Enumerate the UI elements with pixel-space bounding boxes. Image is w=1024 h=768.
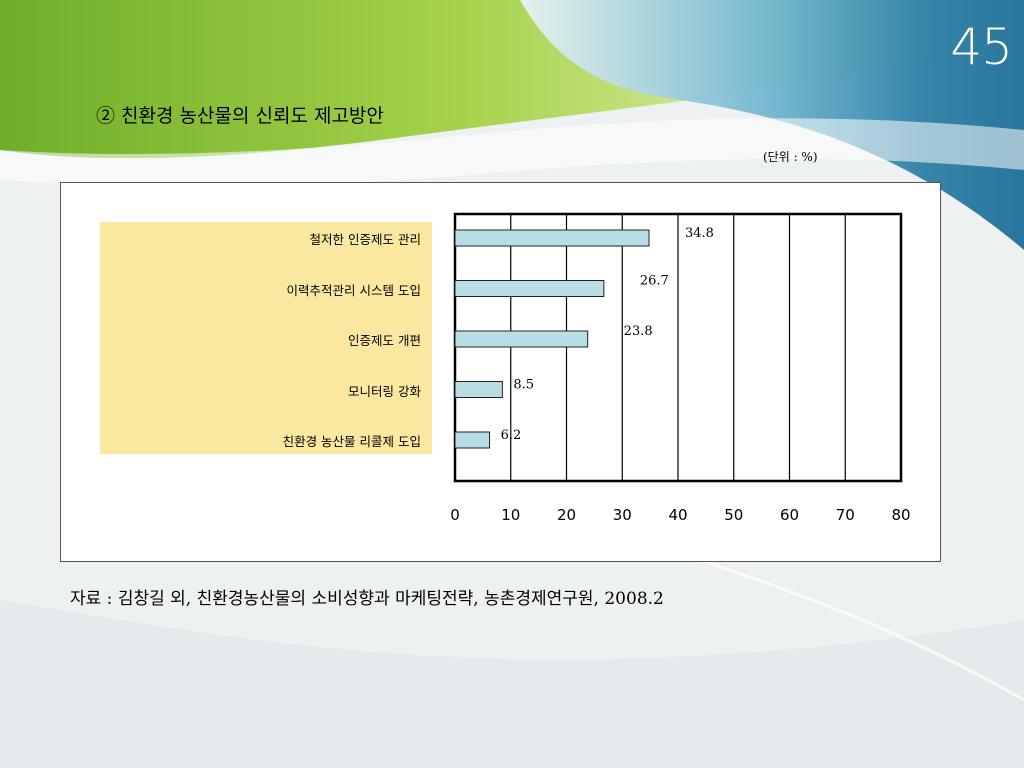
x-tick-label: 50 xyxy=(724,506,743,524)
slide-number: 45 xyxy=(950,18,1013,76)
bar xyxy=(454,330,589,348)
source-citation: 자료 : 김창길 외, 친환경농산물의 소비성향과 마케팅전략, 농촌경제연구원… xyxy=(70,589,664,609)
data-label: 6.2 xyxy=(501,428,522,443)
bar xyxy=(454,431,491,449)
bar-chart: 0 10 20 30 40 50 60 70 80 34.8 26.7 23.8 8.5 6.2 xyxy=(450,212,911,524)
unit-note: (단위 : %) xyxy=(763,150,818,164)
x-tick-label: 70 xyxy=(836,506,855,524)
category-label: 인증제도 개편 xyxy=(348,333,421,348)
category-label-box xyxy=(100,222,432,454)
bar xyxy=(454,280,605,297)
slide-title: ② 친환경 농산물의 신뢰도 제고방안 xyxy=(96,105,384,127)
x-tick-label: 40 xyxy=(668,506,687,524)
category-label: 철저한 인증제도 관리 xyxy=(309,232,421,247)
category-label: 이력추적관리 시스템 도입 xyxy=(286,282,421,298)
data-label: 8.5 xyxy=(513,378,534,393)
x-tick-label: 0 xyxy=(450,506,460,524)
data-label: 26.7 xyxy=(640,274,669,289)
category-label: 친환경 농산물 리콜제 도입 xyxy=(282,434,421,449)
x-tick-label: 80 xyxy=(891,506,910,524)
x-tick-label: 10 xyxy=(501,506,520,524)
x-tick-label: 20 xyxy=(557,506,576,524)
data-label: 34.8 xyxy=(685,226,714,241)
bar xyxy=(454,381,503,398)
data-label: 23.8 xyxy=(624,324,653,339)
x-tick-label: 30 xyxy=(613,506,632,524)
bar xyxy=(454,229,650,247)
x-tick-label: 60 xyxy=(780,506,799,524)
category-label: 모니터링 강화 xyxy=(348,383,421,399)
